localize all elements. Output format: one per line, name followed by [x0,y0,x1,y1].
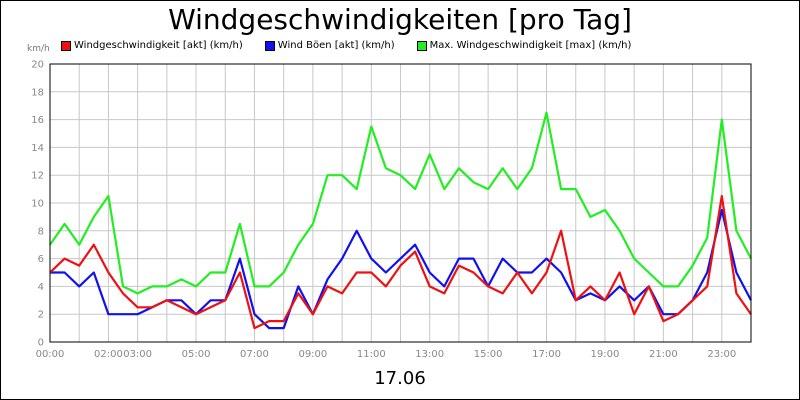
y-axis-unit: km/h [27,44,50,54]
y-tick-label: 4 [38,282,44,293]
plot-border [49,63,752,343]
y-tick-label: 14 [31,143,44,154]
x-tick-label: 23:00 [707,349,736,360]
legend-item-akt: Windgeschwindigkeit [akt] (km/h) [61,40,243,51]
y-tick-label: 8 [38,226,44,237]
legend-swatch-blue [264,40,275,51]
chart-legend: Windgeschwindigkeit [akt] (km/h) Wind Bö… [61,40,653,51]
chart-title: Windgeschwindigkeiten [pro Tag] [168,3,632,36]
x-tick-label: 03:00 [123,349,152,360]
series-line-2 [49,111,752,295]
legend-swatch-red [61,40,71,51]
y-tick-label: 20 [31,60,44,71]
legend-label: Max. Windgeschwindigkeit [max] (km/h) [429,40,632,51]
y-tick-label: 10 [31,199,44,210]
y-tick-label: 6 [38,254,44,265]
x-axis-label: 17.06 [374,368,426,389]
x-tick-label: 13:00 [415,349,444,360]
x-tick-label: 00:00 [36,349,65,360]
y-tick-label: 18 [31,87,44,98]
y-tick-label: 2 [38,310,44,321]
y-tick-label: 16 [31,115,44,126]
legend-item-max: Max. Windgeschwindigkeit [max] (km/h) [416,40,632,51]
legend-label: Wind Böen [akt] (km/h) [277,40,395,51]
x-tick-label: 05:00 [182,349,211,360]
x-tick-label: 09:00 [298,349,327,360]
legend-label: Windgeschwindigkeit [akt] (km/h) [74,40,243,51]
y-tick-label: 0 [38,338,44,349]
x-tick-label: 11:00 [357,349,386,360]
x-tick-label: 07:00 [240,349,269,360]
legend-swatch-green [416,40,427,51]
x-tick-label: 02:00 [94,349,123,360]
x-tick-label: 21:00 [649,349,678,360]
x-tick-label: 17:00 [532,349,561,360]
x-tick-label: 15:00 [474,349,503,360]
y-tick-label: 12 [31,171,44,182]
x-tick-label: 19:00 [591,349,620,360]
legend-item-boeen: Wind Böen [akt] (km/h) [264,40,395,51]
series-line-0 [49,194,752,330]
